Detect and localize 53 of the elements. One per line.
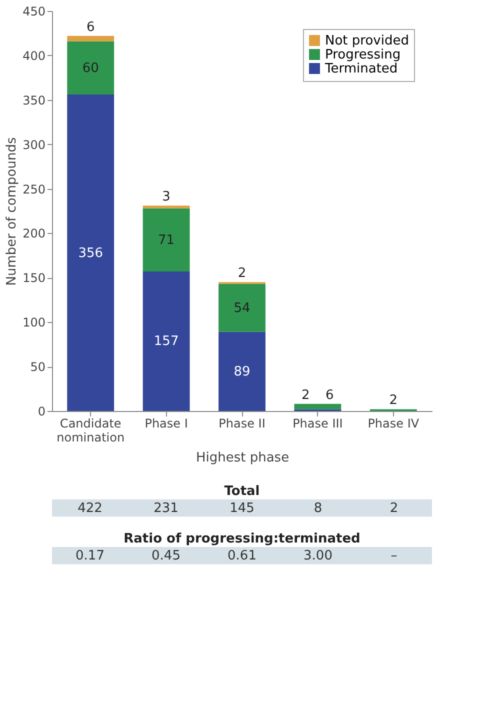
legend-label: Progressing [325, 48, 401, 62]
y-tick-label: 450 [22, 4, 46, 18]
bar [67, 36, 114, 42]
x-tick-label: Phase IV [368, 416, 420, 430]
x-tick-label: Phase III [292, 416, 343, 430]
bar [218, 284, 266, 332]
x-axis-title: Highest phase [196, 450, 290, 466]
x-tick-label: Phase I [144, 416, 188, 430]
data-label: 6 [326, 388, 334, 403]
text: – [390, 548, 398, 564]
text: 0.45 [152, 548, 180, 564]
y-tick-label: 0 [38, 404, 46, 418]
bar [218, 332, 266, 411]
data-label: 157 [154, 334, 179, 350]
y-tick-label: 250 [22, 182, 46, 196]
legend-label: Not provided [325, 34, 409, 48]
bar [142, 208, 190, 272]
text: 0.17 [76, 548, 104, 564]
y-tick-label: 200 [22, 226, 46, 241]
legend-label: Terminated [324, 62, 398, 76]
text: 3.00 [304, 548, 332, 564]
bar [67, 94, 114, 411]
y-tick-label: 50 [30, 360, 46, 374]
y-tick-label: 400 [22, 48, 46, 63]
text: 422 [78, 501, 102, 516]
text: 8 [314, 501, 322, 516]
data-label: 2 [389, 393, 398, 408]
bar [142, 271, 190, 411]
data-label: 356 [78, 246, 104, 261]
data-label: 2 [302, 388, 310, 403]
data-label: 3 [162, 190, 170, 205]
y-tick-label: 300 [22, 138, 46, 152]
data-label: 2 [238, 266, 246, 282]
y-tick-label: 350 [22, 93, 46, 108]
bar [294, 404, 342, 410]
text: 231 [154, 501, 178, 516]
x-tick-label: Phase II [218, 416, 266, 430]
data-label: 6 [86, 20, 95, 35]
text: 0.61 [228, 548, 256, 564]
text: 145 [230, 501, 254, 516]
bar [142, 206, 190, 208]
data-label: 71 [158, 232, 175, 248]
bar [67, 41, 114, 95]
text: 2 [390, 501, 398, 516]
text: Ratio of progressing:terminated [124, 531, 360, 546]
text: Total [224, 484, 260, 499]
data-label: 54 [234, 300, 250, 316]
y-axis-title: Number of compounds [4, 137, 20, 286]
y-tick-label: 150 [22, 271, 46, 286]
data-label: 60 [82, 60, 99, 76]
x-tick-label: Candidate nomination [56, 416, 125, 444]
data-label: 89 [234, 364, 250, 380]
y-tick-label: 100 [22, 316, 46, 330]
